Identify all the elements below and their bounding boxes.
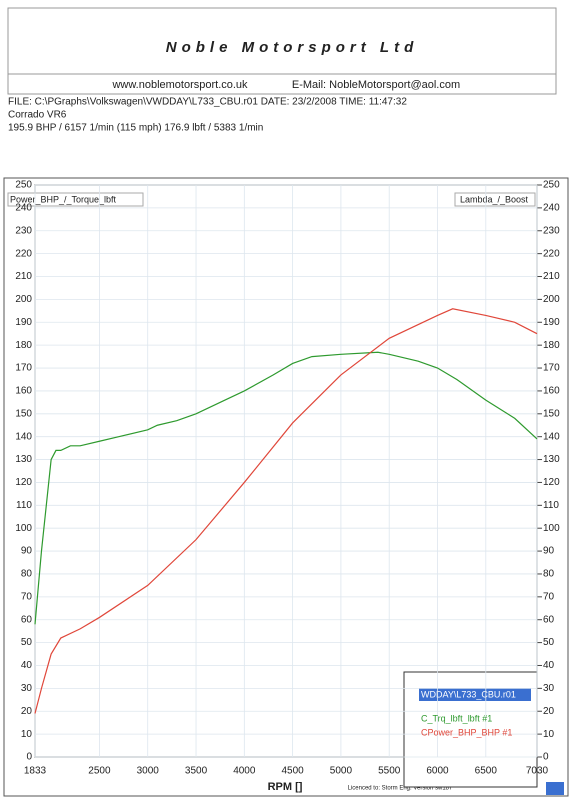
- email: E-Mail: NobleMotorsport@aol.com: [292, 79, 460, 91]
- y-tick-label: 70: [21, 591, 33, 602]
- website: www.noblemotorsport.co.uk: [111, 79, 248, 91]
- y-label-box: [7, 192, 144, 207]
- y2-tick-label: 150: [543, 408, 560, 419]
- y-tick-label: 160: [15, 386, 32, 397]
- y-tick-label: 250: [15, 180, 32, 191]
- y2-tick-label: 110: [543, 500, 559, 511]
- x-tick-label: 6000: [426, 766, 449, 777]
- y-tick-label: 100: [15, 523, 32, 534]
- y2-tick-label: 210: [543, 271, 560, 282]
- y-tick-label: 20: [21, 706, 33, 717]
- file-info: FILE: C:\PGraphs\Volkswagen\VWDDAY\L733_…: [8, 97, 407, 108]
- y2-tick-label: 160: [543, 386, 560, 397]
- y2-tick-label: 250: [543, 180, 560, 191]
- footer: Licenced to: Storm Eng. Version sw187: [348, 786, 453, 792]
- y2-tick-label: 90: [543, 546, 555, 557]
- y2-tick-label: 40: [543, 660, 555, 671]
- y2-tick-label: 70: [543, 591, 555, 602]
- y-tick-label: 240: [15, 203, 32, 214]
- x-tick-label: 1833: [24, 766, 47, 777]
- y-tick-label: 190: [15, 317, 32, 328]
- y-tick-label: 210: [15, 271, 32, 282]
- y-tick-label: 140: [15, 431, 32, 442]
- y-tick-label: 60: [21, 614, 33, 625]
- y2-tick-label: 120: [543, 477, 560, 488]
- chart-frame: [3, 177, 569, 797]
- car: Corrado VR6: [8, 110, 67, 121]
- y-tick-label: 120: [15, 477, 32, 488]
- y-tick-label: 90: [21, 546, 33, 557]
- y2-tick-label: 10: [543, 729, 555, 740]
- y2-tick-label: 80: [543, 569, 555, 580]
- y-tick-label: 150: [15, 408, 32, 419]
- x-tick-label: 4000: [233, 766, 256, 777]
- plot-area: [34, 184, 538, 758]
- y2-tick-label: 190: [543, 317, 560, 328]
- x-axis-label: RPM []: [268, 781, 303, 793]
- y2-tick-label: 60: [543, 614, 555, 625]
- y2-tick-label: 30: [543, 683, 555, 694]
- data-line: [34, 351, 538, 625]
- y-tick-label: 130: [15, 454, 32, 465]
- y-tick-label: 10: [21, 729, 33, 740]
- legend-title-bg: [419, 688, 531, 701]
- x-tick-label: 3500: [185, 766, 208, 777]
- y2-tick-label: 20: [543, 706, 555, 717]
- x-tick-label: 5000: [330, 766, 353, 777]
- x-tick-label: 3000: [137, 766, 160, 777]
- y2-tick-label: 140: [543, 431, 560, 442]
- y2-tick-label: 220: [543, 248, 560, 259]
- y2-tick-label: 200: [543, 294, 560, 305]
- header-box: [7, 7, 557, 95]
- x-tick-label: 7030: [526, 766, 549, 777]
- header-title: Noble Motorsport Ltd: [166, 39, 418, 56]
- y-tick-label: 40: [21, 660, 33, 671]
- x-tick-label: 2500: [88, 766, 111, 777]
- y2-axis-label: Lambda_/_Boost: [460, 194, 529, 204]
- legend-label: C_Trq_lbft_lbft #1: [421, 713, 492, 723]
- y-tick-label: 0: [26, 752, 32, 763]
- y-tick-label: 170: [15, 363, 32, 374]
- x-tick-label: 5500: [378, 766, 401, 777]
- y2-label-box: [454, 192, 536, 207]
- y-tick-label: 30: [21, 683, 33, 694]
- x-tick-label: 6500: [475, 766, 498, 777]
- y2-tick-label: 0: [543, 752, 549, 763]
- y2-tick-label: 180: [543, 340, 560, 351]
- y2-tick-label: 170: [543, 363, 560, 374]
- y-tick-label: 220: [15, 248, 32, 259]
- y-tick-label: 110: [16, 500, 32, 511]
- summary: 195.9 BHP / 6157 1/min (115 mph) 176.9 l…: [8, 123, 263, 134]
- y2-tick-label: 50: [543, 637, 555, 648]
- y-tick-label: 50: [21, 637, 33, 648]
- y-tick-label: 230: [15, 225, 32, 236]
- x-tick-label: 4500: [281, 766, 304, 777]
- corner-icon: [546, 782, 564, 795]
- y2-tick-label: 100: [543, 523, 560, 534]
- y2-tick-label: 130: [543, 454, 560, 465]
- y-tick-label: 80: [21, 569, 33, 580]
- y2-tick-label: 230: [543, 225, 560, 236]
- data-line: [34, 308, 538, 714]
- legend-label: CPower_BHP_BHP #1: [421, 727, 512, 737]
- y-tick-label: 200: [15, 294, 32, 305]
- y-tick-label: 180: [15, 340, 32, 351]
- legend-title: WDDAY\L733_CBU.r01: [421, 689, 516, 699]
- y2-tick-label: 240: [543, 203, 560, 214]
- y-axis-label: Power_BHP_/_Torque_lbft: [10, 194, 117, 204]
